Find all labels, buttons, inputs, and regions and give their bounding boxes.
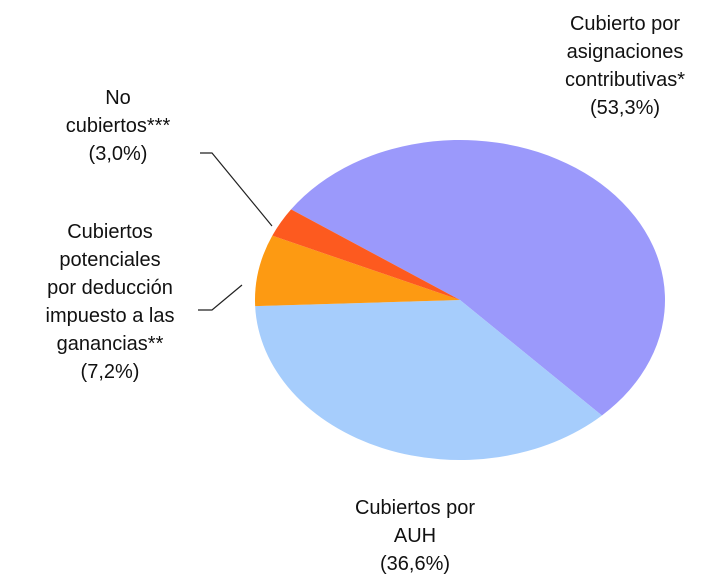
leader-line (198, 284, 243, 311)
category-name: Cubiertos por AUH (354, 497, 476, 547)
pie-slice (255, 235, 460, 307)
pie-slice (272, 209, 460, 300)
slice-label: Cubiertos potenciales por deducción impu… (46, 218, 175, 386)
value-label: (36,6%) (379, 553, 451, 575)
value-label: (7,2%) (80, 361, 140, 383)
category-name: Cubiertos potenciales por deducción impu… (45, 221, 175, 355)
pie-slice (255, 300, 602, 461)
value-label: (53,3%) (589, 97, 661, 119)
slice-label: No cubiertos*** (3,0%) (66, 84, 171, 168)
slice-label: Cubiertos por AUH (36,6%) (355, 494, 475, 578)
slice-label: Cubierto por asignaciones contributivas*… (565, 10, 685, 122)
value-label: (3,0%) (88, 143, 148, 165)
category-name: Cubierto por asignaciones contributivas* (564, 13, 686, 91)
leader-line (200, 152, 273, 227)
category-name: No cubiertos*** (65, 87, 171, 137)
pie-slice (291, 140, 665, 416)
